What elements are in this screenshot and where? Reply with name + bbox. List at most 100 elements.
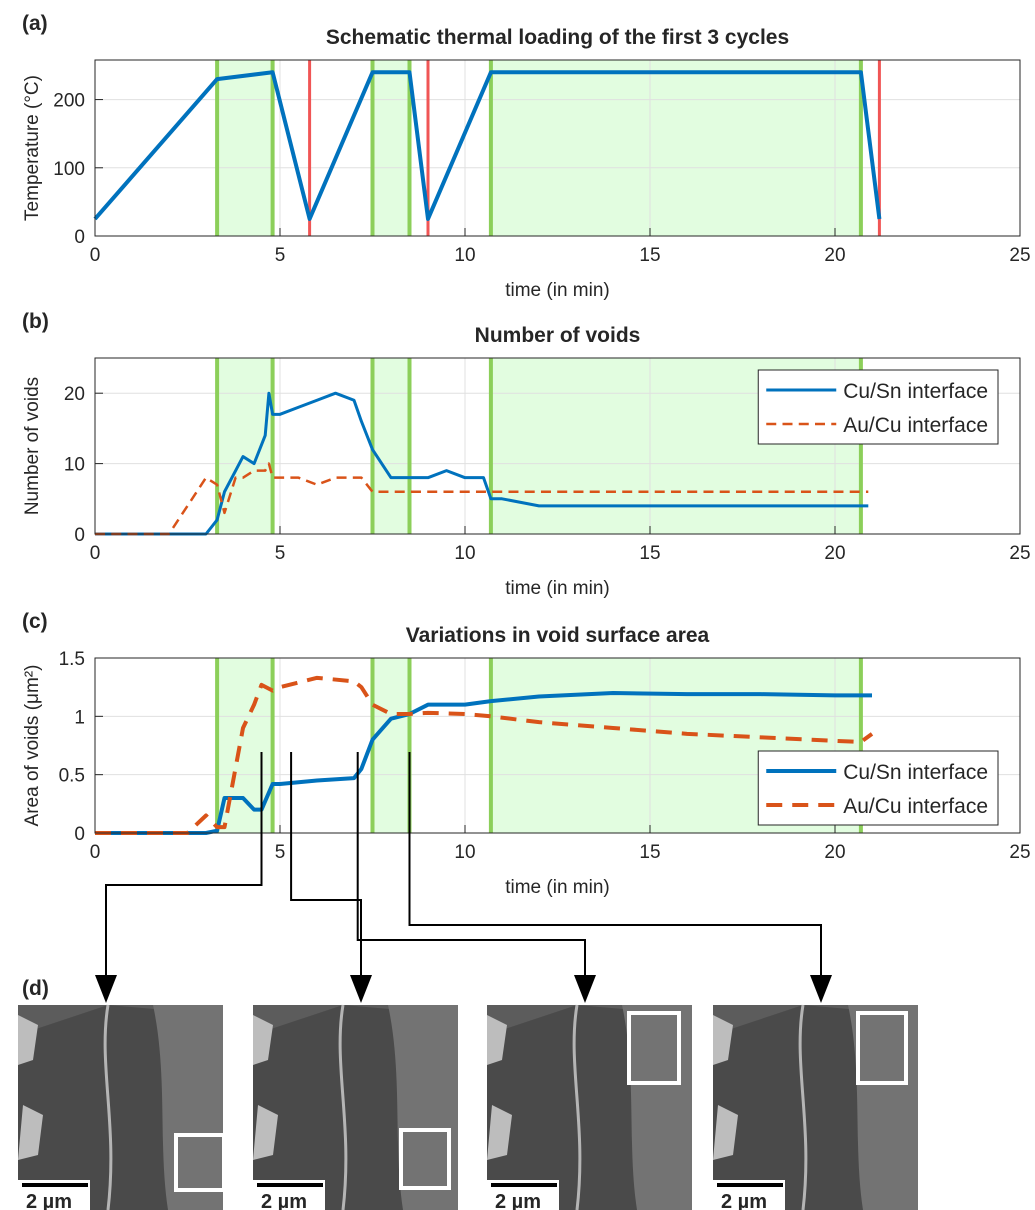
- arrow-head: [810, 975, 832, 1003]
- x-axis-label: time (in min): [505, 280, 610, 301]
- highlight-box: [174, 1133, 226, 1192]
- x-axis-label: time (in min): [505, 877, 610, 898]
- sem-image: 2 µm: [713, 1004, 918, 1210]
- y-tick-label: 100: [53, 159, 85, 180]
- y-tick-label: 0.5: [59, 766, 85, 787]
- grain-light: [622, 1005, 692, 1210]
- snapshot-arrow: [105, 752, 263, 980]
- legend-label: Au/Cu interface: [843, 414, 988, 437]
- panel-label: (d): [22, 977, 49, 1000]
- highlight-box: [399, 1128, 451, 1190]
- panel-label: (c): [22, 610, 48, 633]
- scale-bar-label: 2 µm: [261, 1191, 307, 1210]
- y-axis-label: Area of voids (μm²): [22, 665, 43, 827]
- x-tick-label: 20: [824, 543, 845, 564]
- sem-image: 2 µm: [253, 1004, 458, 1210]
- x-tick-label: 10: [454, 543, 475, 564]
- arrow-head: [95, 975, 117, 1003]
- grain-light: [388, 1005, 458, 1210]
- crack: [103, 1004, 113, 1210]
- x-tick-label: 0: [90, 245, 101, 266]
- axes-box: [94, 657, 1021, 834]
- panel-label: (b): [22, 310, 49, 333]
- scale-bar: [257, 1183, 323, 1187]
- x-tick-label: 20: [824, 842, 845, 863]
- y-tick-label: 0: [74, 525, 85, 546]
- legend-label: Cu/Sn interface: [843, 380, 988, 403]
- chart-title: Schematic thermal loading of the first 3…: [326, 26, 789, 49]
- snapshot-arrow: [408, 752, 822, 980]
- y-tick-label: 20: [64, 384, 85, 405]
- panel-label: (a): [22, 12, 48, 35]
- highlight-span: [372, 358, 410, 534]
- highlight-box: [856, 1011, 908, 1085]
- highlight-span: [217, 60, 273, 236]
- scale-bar-label: 2 µm: [495, 1191, 541, 1210]
- arrow-head: [350, 975, 372, 1003]
- chart-title: Variations in void surface area: [406, 624, 710, 647]
- x-tick-label: 10: [454, 842, 475, 863]
- series-line: [93, 70, 882, 221]
- series-line: [95, 462, 869, 536]
- sem-image: 2 µm: [18, 1004, 226, 1210]
- x-axis-label: time (in min): [505, 578, 610, 599]
- x-tick-label: 5: [275, 543, 286, 564]
- x-tick-label: 5: [275, 842, 286, 863]
- highlight-span: [217, 358, 273, 534]
- x-tick-label: 15: [639, 245, 660, 266]
- legend: Cu/Sn interface Au/Cu interface: [757, 369, 999, 445]
- legend-box: [757, 750, 999, 826]
- y-axis-label: Number of voids: [22, 377, 43, 515]
- grain-light: [848, 1005, 918, 1210]
- axes-box: [94, 357, 1021, 535]
- scale-bar-label: 2 µm: [721, 1191, 767, 1210]
- y-tick-label: 200: [53, 91, 85, 112]
- scale-bar: [22, 1183, 88, 1187]
- x-tick-label: 25: [1009, 543, 1030, 564]
- scale-bar: [717, 1183, 783, 1187]
- y-tick-label: 1: [74, 707, 85, 728]
- legend: Cu/Sn interface Au/Cu interface: [757, 750, 999, 826]
- snapshot-arrow: [356, 752, 586, 980]
- arrow-head: [574, 975, 596, 1003]
- highlight-box: [627, 1011, 681, 1085]
- x-tick-label: 25: [1009, 842, 1030, 863]
- y-axis-label: Temperature (°C): [22, 75, 43, 221]
- x-tick-label: 0: [90, 842, 101, 863]
- highlight-span: [490, 60, 861, 236]
- highlight-span: [372, 658, 410, 833]
- axes-box: [94, 59, 1021, 237]
- x-tick-label: 10: [454, 245, 475, 266]
- series-line: [95, 691, 872, 835]
- crack: [572, 1004, 582, 1210]
- ag-particles: [253, 1015, 278, 1160]
- crack: [338, 1004, 348, 1210]
- sem-image: 2 µm: [487, 1004, 692, 1210]
- chart-title: Number of voids: [475, 324, 641, 347]
- y-tick-label: 0: [74, 824, 85, 845]
- scale-bar: [491, 1183, 557, 1187]
- ag-particles: [487, 1015, 512, 1160]
- grain-light: [153, 1005, 223, 1210]
- crack: [798, 1004, 808, 1210]
- series-line: [95, 675, 874, 835]
- legend-label: Au/Cu interface: [843, 795, 988, 818]
- x-tick-label: 20: [824, 245, 845, 266]
- highlight-span: [372, 60, 410, 236]
- legend-box: [757, 369, 999, 445]
- scale-bar-label: 2 µm: [26, 1191, 72, 1210]
- ag-particles: [18, 1015, 43, 1160]
- x-tick-label: 0: [90, 543, 101, 564]
- series-line: [95, 391, 869, 536]
- x-tick-label: 25: [1009, 245, 1030, 266]
- x-tick-label: 15: [639, 842, 660, 863]
- y-tick-label: 0: [74, 227, 85, 248]
- y-tick-label: 1.5: [59, 649, 85, 670]
- y-tick-label: 10: [64, 455, 85, 476]
- x-tick-label: 15: [639, 543, 660, 564]
- ag-particles: [713, 1015, 738, 1160]
- legend-label: Cu/Sn interface: [843, 761, 988, 784]
- x-tick-label: 5: [275, 245, 286, 266]
